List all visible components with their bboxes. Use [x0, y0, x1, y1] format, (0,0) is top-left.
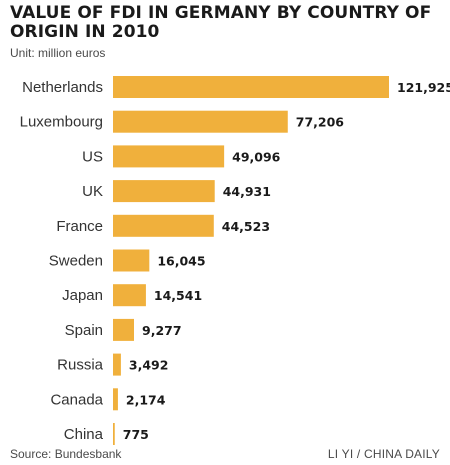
category-label: US	[82, 148, 103, 165]
value-label: 49,096	[232, 149, 281, 164]
category-label: UK	[82, 183, 103, 200]
category-label: France	[56, 218, 103, 235]
chart-title: VALUE OF FDI IN GERMANY BY COUNTRY OF OR…	[10, 3, 432, 42]
category-label: Luxembourg	[20, 114, 103, 131]
category-label: Japan	[62, 287, 103, 304]
bar	[113, 214, 214, 237]
value-label: 16,045	[157, 254, 205, 269]
bar	[113, 388, 118, 411]
category-label: China	[64, 426, 104, 443]
category-label: Netherlands	[22, 79, 103, 96]
bar	[113, 145, 225, 168]
value-label: 77,206	[296, 115, 345, 130]
unit-label: Unit: million euros	[10, 46, 106, 60]
value-label: 14,541	[154, 288, 202, 303]
value-label: 44,931	[223, 184, 271, 199]
bar	[113, 423, 115, 445]
value-label: 44,523	[222, 219, 270, 234]
bar	[113, 249, 150, 272]
category-label: Canada	[50, 391, 103, 408]
bar-chart: Netherlands 121,925 Luxembourg 77,206 US 49,0…	[20, 76, 450, 445]
category-label: Sweden	[49, 253, 103, 270]
bar	[113, 180, 215, 203]
credit-note: LI YI / CHINA DAILY	[327, 447, 440, 461]
value-label: 2,174	[126, 392, 166, 407]
bar	[113, 318, 135, 341]
bar	[113, 76, 389, 98]
value-label: 3,492	[129, 358, 169, 373]
value-label: 121,925	[397, 80, 450, 95]
source-note: Source: Bundesbank	[10, 447, 122, 461]
value-label: 775	[123, 427, 149, 442]
bar	[113, 110, 288, 133]
category-label: Spain	[65, 322, 103, 339]
category-label: Russia	[57, 357, 104, 374]
value-label: 9,277	[142, 323, 182, 338]
bar	[113, 284, 146, 307]
bar	[113, 353, 121, 376]
